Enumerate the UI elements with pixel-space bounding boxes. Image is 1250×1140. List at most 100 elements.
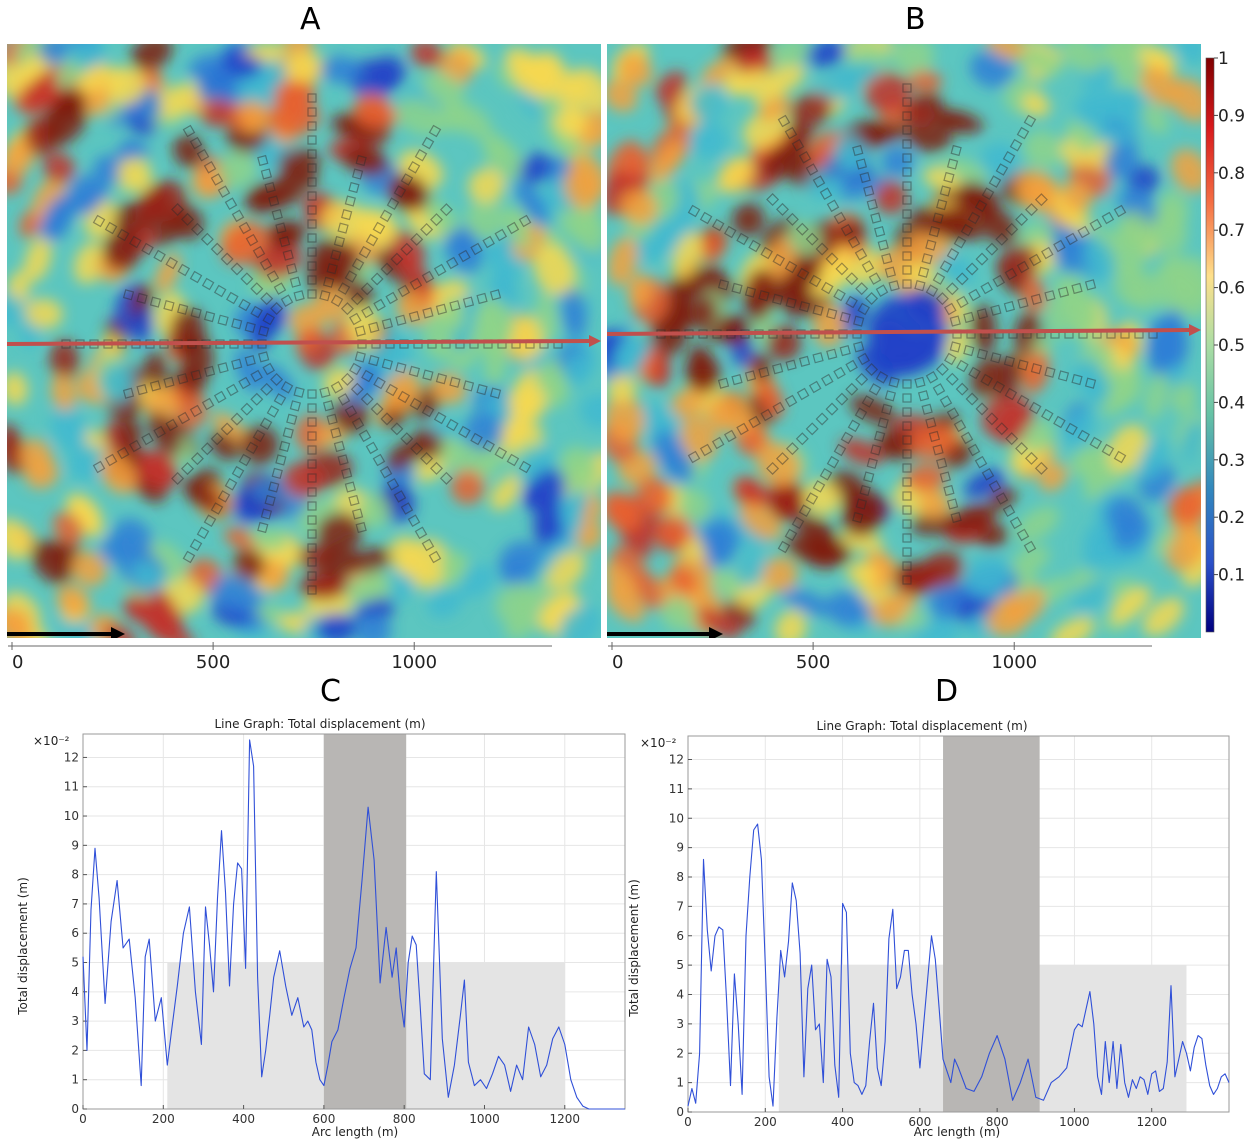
scatterer-cell: [796, 267, 810, 281]
field-blob: [135, 186, 170, 223]
scatterer-cell: [350, 382, 364, 396]
scatterer-cell: [902, 477, 912, 487]
scatterer-cell: [380, 262, 394, 276]
scatterer-cell: [902, 393, 912, 403]
field-blob: [734, 553, 767, 587]
scatterer-cell: [518, 460, 532, 474]
y-tick-label: 2: [71, 1043, 79, 1057]
scatterer-cell: [307, 289, 317, 299]
field-blob: [869, 599, 905, 627]
colorbar-tick-label: 0.8: [1218, 164, 1245, 184]
scatterer-cell: [409, 277, 423, 291]
field-blob: [547, 550, 586, 590]
scatterer-cell: [1071, 373, 1083, 386]
field-blob: [444, 229, 483, 273]
field-blob: [1022, 419, 1055, 454]
plot-frame: [82, 733, 626, 1110]
scatterer-cell: [348, 181, 360, 194]
field-blob: [1083, 237, 1116, 283]
scatterer-cell: [282, 427, 294, 439]
scale-tick-label: 500: [796, 652, 830, 673]
field-blob: [24, 298, 63, 329]
scatterer-cell: [928, 430, 941, 443]
scatterer-cell: [238, 376, 251, 390]
scatterer-cell: [250, 305, 263, 319]
colorbar-ticks: 1 0.9 0.8 0.7 0.6 0.5 0.4 0.3 0.2 0.1: [1214, 49, 1245, 586]
field-blob: [251, 296, 282, 337]
scatterer-cell: [136, 384, 148, 396]
field-blob: [756, 442, 801, 487]
scatterer-cell: [259, 417, 273, 430]
scatterer-cell: [231, 318, 243, 330]
scatterer-cell: [421, 270, 435, 284]
graph-c-title: Line Graph: Total displacement (m): [214, 717, 425, 731]
field-blob: [696, 607, 740, 638]
scatterer-cell: [835, 392, 849, 406]
scatterer-cell: [203, 310, 216, 323]
field-blob: [514, 180, 549, 226]
scatterer-cell: [200, 442, 214, 456]
scatterer-cell: [902, 209, 912, 219]
scale-tick-label: 0: [612, 652, 623, 673]
field-blob: [412, 561, 444, 590]
scatterer-cell: [250, 282, 264, 296]
scatterer-cell: [273, 282, 287, 295]
field-blob: [130, 307, 153, 343]
field-blob: [508, 314, 546, 360]
scatterer-cell: [252, 429, 266, 443]
scatterer-cell: [190, 222, 204, 236]
field-blob: [239, 100, 270, 134]
field-blob: [986, 600, 1029, 638]
field-blob: [429, 373, 467, 405]
incident-arrow-a-head: [111, 627, 125, 638]
scatterer-cell: [307, 149, 317, 159]
scatterer-cell: [748, 239, 761, 253]
field-blob: [580, 393, 601, 429]
field-blob: [442, 293, 466, 331]
scatterer-cell: [262, 312, 275, 326]
scatterer-cell: [400, 242, 414, 256]
scatterer-cell: [949, 315, 961, 327]
scatterer-cell: [945, 372, 959, 386]
scatterer-cell: [400, 432, 414, 446]
scatterer-cell: [293, 290, 305, 302]
scatterer-cell: [967, 211, 981, 225]
field-blob: [1054, 191, 1090, 234]
y-tick-label: 5: [71, 956, 79, 970]
field-blob: [839, 438, 884, 466]
field-blob: [533, 244, 574, 296]
scatterer-cell: [731, 282, 743, 294]
scatterer-cell: [995, 422, 1009, 436]
scatterer-cell: [863, 471, 875, 483]
scatterer-cell: [470, 432, 483, 446]
field-blob: [285, 51, 321, 84]
scatterer-cell: [379, 209, 393, 223]
field-blob: [936, 253, 974, 288]
scatterer-cell: [820, 373, 834, 387]
scatterer-cell: [949, 341, 961, 353]
scatterer-cell: [1015, 212, 1029, 226]
scatterer-cell: [902, 491, 912, 501]
scatterer-cell: [861, 395, 875, 408]
scatterer-cell: [319, 290, 331, 302]
field-blob: [322, 367, 356, 398]
field-blob: [422, 72, 465, 106]
scatterer-cell: [833, 211, 847, 225]
scatterer-cell: [990, 304, 1002, 316]
scale-bar-b-ticks: 0 500 1000: [611, 642, 1037, 673]
scatterer-cell: [902, 379, 912, 389]
field-blob: [257, 242, 303, 279]
scatterer-cell: [687, 450, 701, 464]
scatterer-cell: [330, 427, 342, 439]
scatterer-cell: [955, 382, 969, 396]
scatterer-cell: [1016, 260, 1030, 274]
field-blob: [856, 346, 897, 386]
field-blob: [743, 268, 775, 314]
scatterer-cell: [307, 431, 317, 441]
y-tick-label: 7: [676, 899, 684, 913]
scatterer-cell: [1077, 429, 1090, 443]
field-blob: [7, 293, 24, 327]
field-core: [867, 294, 947, 374]
scatterer-cell: [902, 195, 912, 205]
scatterer-cell: [289, 276, 302, 288]
